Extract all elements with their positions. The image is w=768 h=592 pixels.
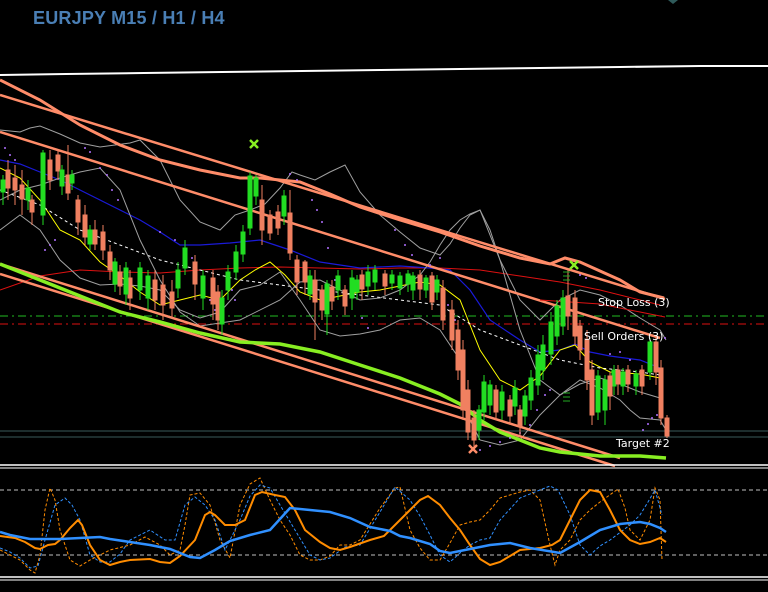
channel-line-upper-1 [0, 93, 666, 301]
order-ticks [563, 271, 570, 402]
sar-dots [4, 147, 666, 451]
buy-signal-x-icon [468, 444, 478, 454]
sell-signal-x-icon [569, 260, 579, 270]
bollinger-lower [0, 214, 667, 446]
oscillator-pane[interactable] [0, 477, 768, 574]
top-trendline [0, 65, 768, 76]
sell-signal-x-icon [249, 139, 259, 149]
target-label: Target #2 [616, 437, 670, 450]
osc-fast-blue [0, 484, 663, 569]
channel-line-mid [0, 130, 661, 340]
bollinger-wide [0, 167, 661, 399]
ma-blue [0, 159, 661, 369]
scroll-marker-icon[interactable] [668, 0, 678, 4]
channel-line-upper-2 [0, 78, 665, 300]
candles [0, 145, 670, 450]
ma-long-green [0, 262, 667, 460]
sell-orders-label: Sell Orders (3) [584, 330, 664, 343]
stop-loss-label: Stop Loss (3) [598, 296, 670, 309]
chart-title: EURJPY M15 / H1 / H4 [33, 8, 225, 28]
signal-markers [249, 139, 579, 454]
osc-slow-blue [0, 506, 667, 560]
osc-slow-orange [0, 488, 667, 567]
osc-fast-orange [0, 477, 663, 574]
bollinger-upper [0, 125, 667, 341]
channel-line-lower-1 [0, 262, 621, 460]
